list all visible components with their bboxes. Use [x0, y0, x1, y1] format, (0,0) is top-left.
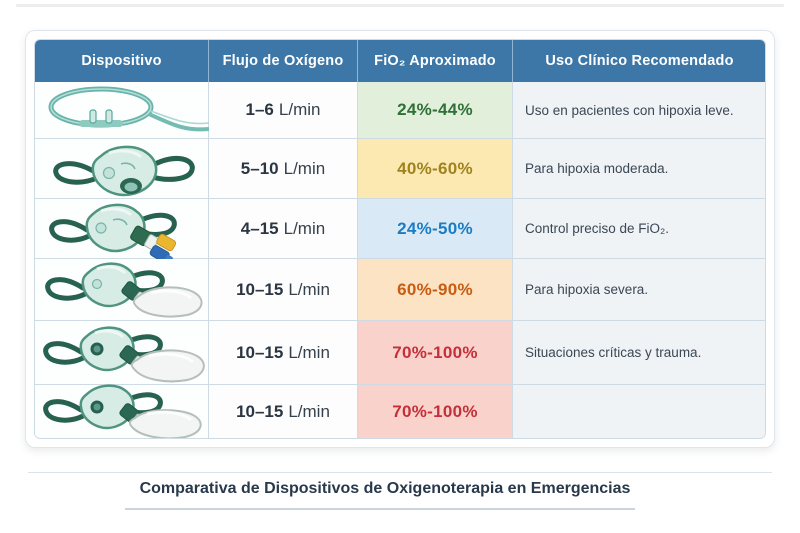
table-row-2-device-cell — [35, 139, 209, 199]
flow-unit: L/min — [288, 402, 330, 421]
table-row-4-flow-cell: 10–15 L/min — [209, 259, 358, 321]
caption-underline — [125, 508, 635, 510]
top-edge-decoration — [16, 4, 784, 7]
table-row-1-use-cell: Uso en pacientes con hipoxia leve. — [513, 82, 765, 139]
partial-rebreather-mask-icon — [44, 262, 203, 318]
page-title: Comparativa de Dispositivos de Oxigenote… — [139, 480, 631, 497]
table-row-3-flow-cell: 4–15 L/min — [209, 199, 358, 259]
flow-unit: L/min — [283, 158, 326, 178]
nasal-cannula-icon — [48, 86, 209, 132]
table-row-3-fio2-cell: 24%-50% — [358, 199, 513, 259]
flow-unit: L/min — [288, 279, 330, 299]
table-row-6-use-cell — [513, 385, 765, 438]
flow-range: 10–15 — [236, 402, 284, 421]
table-row-2-flow-cell: 5–10 L/min — [209, 139, 358, 199]
table-row-3-use-cell: Control preciso de FiO₂. — [513, 199, 765, 259]
table-row-4-fio2-cell: 60%-90% — [358, 259, 513, 321]
comparison-table-card: Dispositivo Flujo de Oxígeno FiO₂ Aproxi… — [25, 30, 775, 448]
oxygen-device-table: Dispositivo Flujo de Oxígeno FiO₂ Aproxi… — [34, 39, 766, 439]
nonrebreather-mask-icon — [42, 326, 205, 382]
table-row-5-use-cell: Situaciones críticas y trauma. — [513, 321, 765, 385]
table-row-2-use-cell: Para hipoxia moderada. — [513, 139, 765, 199]
table-row-5-fio2-cell: 70%-100% — [358, 321, 513, 385]
table-row-5-device-cell — [35, 321, 209, 385]
table-row-4-device-cell — [35, 259, 209, 321]
flow-range: 5–10 — [240, 158, 279, 178]
flow-range: 10–15 — [236, 279, 284, 299]
simple-face-mask-icon — [52, 145, 195, 196]
column-header-device: Dispositivo — [35, 40, 209, 82]
flow-unit: L/min — [278, 100, 321, 119]
table-row-4-use-cell: Para hipoxia severa. — [513, 259, 765, 321]
flow-unit: L/min — [288, 342, 330, 362]
table-row-3-device-cell — [35, 199, 209, 264]
nonrebreather-mask-icon — [42, 384, 202, 438]
flow-unit: L/min — [283, 218, 326, 238]
venturi-mask-icon — [48, 203, 177, 264]
table-row-6-flow-cell: 10–15 L/min — [209, 385, 358, 438]
table-row-6-device-cell — [35, 384, 209, 438]
table-row-1-flow-cell: 1–6 L/min — [209, 82, 358, 139]
table-row-5-flow-cell: 10–15 L/min — [209, 321, 358, 385]
table-row-2-fio2-cell: 40%-60% — [358, 139, 513, 199]
table-row-1-fio2-cell: 24%-44% — [358, 82, 513, 139]
column-header-flow: Flujo de Oxígeno — [209, 40, 358, 82]
caption-top-divider — [28, 472, 772, 473]
column-header-clinical-use: Uso Clínico Recomendado — [513, 40, 765, 82]
flow-range: 1–6 — [245, 100, 274, 119]
flow-range: 4–15 — [240, 218, 279, 238]
table-row-1-device-cell — [35, 82, 209, 139]
column-header-fio2: FiO₂ Aproximado — [358, 40, 513, 82]
flow-range: 10–15 — [236, 342, 284, 362]
table-row-6-fio2-cell: 70%-100% — [358, 385, 513, 438]
